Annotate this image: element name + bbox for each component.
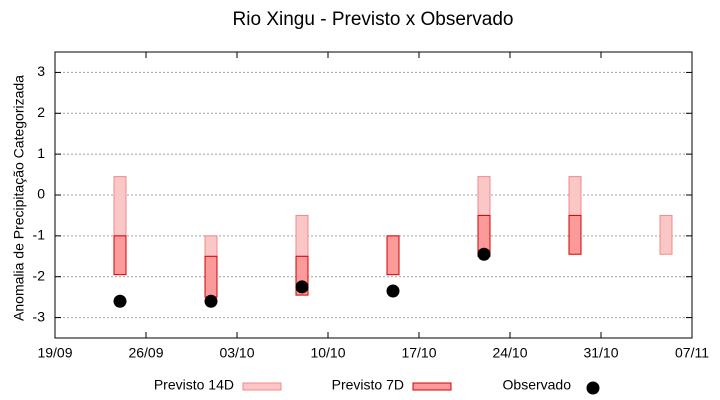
y-tick-label: 3: [37, 63, 45, 79]
x-tick-label: 19/09: [37, 345, 72, 361]
legend-swatch: [586, 381, 600, 395]
x-tick-label: 03/10: [219, 345, 254, 361]
y-tick-label: -1: [33, 227, 46, 243]
y-tick-label: 1: [37, 145, 45, 161]
observed-point: [204, 294, 218, 308]
range-bar: [568, 214, 582, 255]
y-tick-label: -2: [33, 267, 46, 283]
x-tick-label: 26/09: [128, 345, 163, 361]
y-axis-label: Anomalia de Precipitação Categorizada: [11, 75, 27, 321]
range-bar: [113, 176, 127, 237]
x-tick-label: 17/10: [401, 345, 436, 361]
range-bar: [477, 176, 491, 216]
legend-label: Observado: [503, 377, 572, 393]
x-tick-label: 24/10: [492, 345, 527, 361]
chart-title: Rio Xingu - Previsto x Observado: [233, 9, 514, 30]
legend-swatch: [412, 382, 452, 391]
legend-label: Previsto 7D: [332, 377, 404, 393]
x-tick-label: 10/10: [310, 345, 345, 361]
y-tick-label: 0: [37, 186, 45, 202]
range-bar: [295, 214, 309, 257]
y-tick-label: -3: [33, 308, 46, 324]
observed-point: [295, 280, 309, 294]
observed-point: [477, 247, 491, 261]
observed-point: [386, 284, 400, 298]
x-tick-label: 07/11: [675, 345, 709, 361]
range-bar: [568, 176, 582, 216]
legend-label: Previsto 14D: [154, 377, 234, 393]
range-bar: [659, 214, 673, 255]
observed-point: [113, 294, 127, 308]
x-tick-label: 31/10: [583, 345, 618, 361]
plot-frame: [54, 51, 693, 339]
range-bar: [204, 255, 218, 298]
y-tick-label: 2: [37, 104, 45, 120]
legend-swatch: [242, 382, 282, 391]
range-bar: [386, 235, 400, 276]
range-bar: [113, 235, 127, 276]
